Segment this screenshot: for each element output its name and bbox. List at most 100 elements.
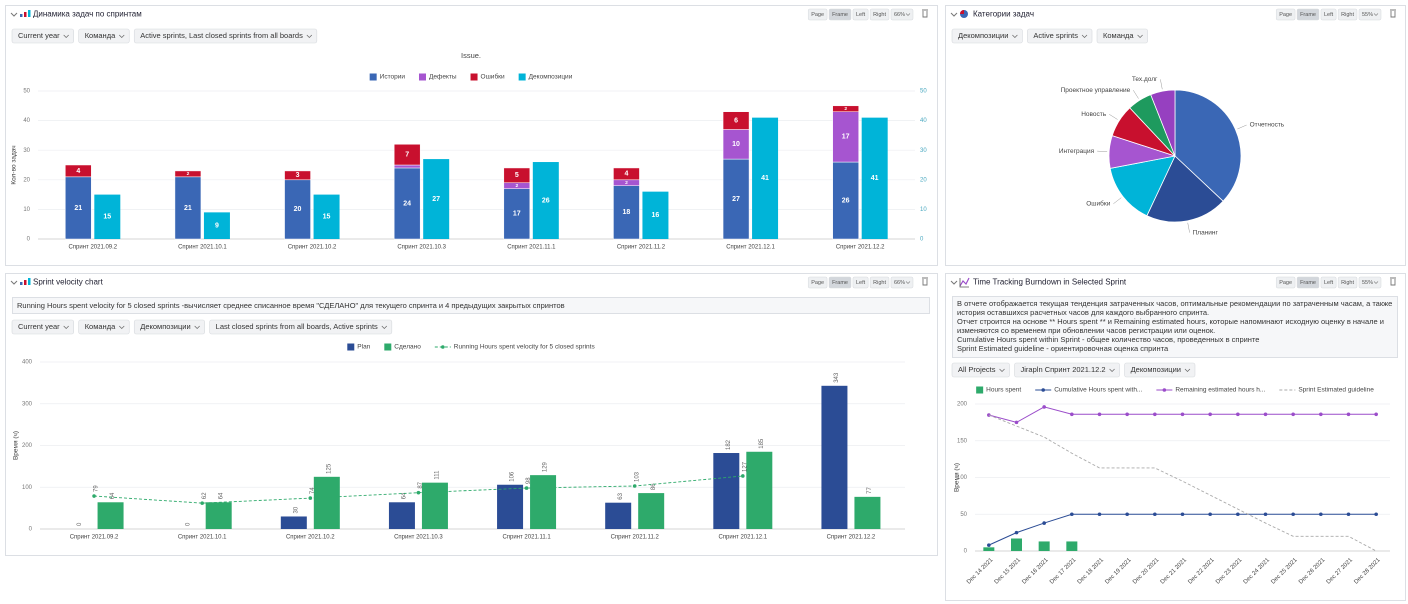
filter-dropdown[interactable]: All Projects xyxy=(958,365,996,374)
toolbar-button[interactable]: 55% xyxy=(1362,12,1373,18)
toolbar-button-bg[interactable] xyxy=(890,276,914,289)
toolbar-button-bg[interactable] xyxy=(869,8,890,21)
filter-dropdown-bg[interactable] xyxy=(951,28,1023,44)
collapse-chevron[interactable] xyxy=(950,280,958,285)
toolbar-button-bg[interactable] xyxy=(828,8,852,21)
filter-dropdown-bg[interactable] xyxy=(209,319,393,335)
data-label: 2 xyxy=(844,106,847,112)
toolbar-button[interactable]: Page xyxy=(811,280,824,286)
legend-label: Ошибки xyxy=(481,73,505,81)
pie-slice xyxy=(1146,155,1224,223)
toolbar-button[interactable]: Right xyxy=(1341,280,1354,286)
filter-dropdown-bg[interactable] xyxy=(78,28,130,44)
toolbar-button[interactable]: Left xyxy=(856,12,866,18)
bar xyxy=(503,188,531,240)
toolbar-button-bg[interactable] xyxy=(1275,8,1296,21)
filter-dropdown[interactable]: Команда xyxy=(85,31,116,40)
toolbar-button-bg[interactable] xyxy=(1296,8,1320,21)
toolbar-button[interactable]: 66% xyxy=(894,280,905,286)
toolbar-button[interactable]: 55% xyxy=(1362,280,1373,286)
toolbar-button-bg[interactable] xyxy=(869,276,890,289)
y-tick-label: 50 xyxy=(23,89,30,95)
data-label: 79 xyxy=(94,485,100,492)
toolbar-button[interactable]: Page xyxy=(811,12,824,18)
toolbar-button[interactable]: Frame xyxy=(832,280,848,286)
filter-dropdown-bg[interactable] xyxy=(133,319,205,335)
line-point xyxy=(1097,412,1102,417)
line-point xyxy=(741,474,745,478)
filter-dropdown[interactable]: Current year xyxy=(18,322,60,331)
filter-dropdown[interactable]: Jirapln Спринт 2021.12.2 xyxy=(1021,365,1106,374)
filter-dropdown[interactable]: Active sprints, Last closed sprints from… xyxy=(140,31,303,40)
toolbar-button-bg[interactable] xyxy=(890,8,914,21)
line-point xyxy=(1208,412,1212,417)
bar xyxy=(423,159,450,239)
toolbar-button-bg[interactable] xyxy=(1358,8,1382,21)
bar xyxy=(638,493,665,529)
panel xyxy=(5,5,938,266)
filter-dropdown[interactable]: Last closed sprints from all boards, Act… xyxy=(216,322,378,331)
toolbar-button-bg[interactable] xyxy=(1358,276,1382,289)
toolbar-button-bg[interactable] xyxy=(1275,276,1296,289)
toolbar-button[interactable]: Left xyxy=(1324,12,1334,18)
filter-dropdown-bg[interactable] xyxy=(78,319,130,335)
delete-icon[interactable] xyxy=(1390,9,1396,18)
toolbar-button-bg[interactable] xyxy=(1337,8,1358,21)
toolbar-button-bg[interactable] xyxy=(1296,276,1320,289)
filter-dropdown[interactable]: Команда xyxy=(85,322,116,331)
toolbar-button-bg[interactable] xyxy=(807,8,828,21)
toolbar-button-bg[interactable] xyxy=(852,8,869,21)
filter-dropdown-bg[interactable] xyxy=(1124,362,1196,378)
filter-dropdown-bg[interactable] xyxy=(11,28,74,44)
toolbar-button[interactable]: Right xyxy=(1341,12,1354,18)
filter-dropdown[interactable]: Current year xyxy=(18,31,60,40)
delete-icon[interactable] xyxy=(1390,277,1396,286)
collapse-chevron[interactable] xyxy=(950,12,958,17)
toolbar-button-bg[interactable] xyxy=(1320,276,1337,289)
toolbar-button[interactable]: Right xyxy=(873,12,886,18)
filter-dropdown-bg[interactable] xyxy=(133,28,318,44)
filter-dropdown[interactable]: Декомпозиции xyxy=(1131,365,1181,374)
filter-dropdown-bg[interactable] xyxy=(951,362,1010,378)
filter-dropdown[interactable]: Команда xyxy=(1103,31,1134,40)
data-label: 2 xyxy=(515,183,518,189)
filter-dropdown-bg[interactable] xyxy=(1014,362,1120,378)
bar xyxy=(174,170,202,178)
filter-dropdown-bg[interactable] xyxy=(11,319,74,335)
filter-dropdown-bg[interactable] xyxy=(1096,28,1148,44)
collapse-chevron[interactable] xyxy=(10,280,18,285)
collapse-chevron[interactable] xyxy=(10,12,18,17)
delete-icon[interactable] xyxy=(922,9,928,18)
x-tick-label: Спринт 2021.10.1 xyxy=(178,245,227,251)
bar xyxy=(1066,541,1078,551)
filter-dropdown[interactable]: Декомпозиции xyxy=(140,322,190,331)
toolbar-button[interactable]: Left xyxy=(1324,280,1334,286)
description-line: Отчет строится на основе ** Hours spent … xyxy=(957,317,1384,335)
toolbar-button[interactable]: Frame xyxy=(1300,280,1316,286)
filter-dropdown[interactable]: Active sprints xyxy=(1033,31,1078,40)
bar xyxy=(65,176,92,240)
toolbar-button[interactable]: 66% xyxy=(894,12,905,18)
toolbar-button-bg[interactable] xyxy=(1337,276,1358,289)
toolbar-button[interactable]: Page xyxy=(1279,280,1292,286)
filter-dropdown[interactable]: Декомпозиции xyxy=(958,31,1008,40)
filter-dropdown-bg[interactable] xyxy=(1027,28,1093,44)
toolbar-button[interactable]: Frame xyxy=(1300,12,1316,18)
x-tick-label: Спринт 2021.10.2 xyxy=(286,535,335,541)
toolbar-button-bg[interactable] xyxy=(807,276,828,289)
toolbar-button-bg[interactable] xyxy=(1320,8,1337,21)
toolbar-button-bg[interactable] xyxy=(852,276,869,289)
dropdown-arrow xyxy=(905,13,911,16)
toolbar-button[interactable]: Frame xyxy=(832,12,848,18)
toolbar-button[interactable]: Left xyxy=(856,280,866,286)
toolbar-button[interactable]: Right xyxy=(873,280,886,286)
data-label: 64 xyxy=(402,492,408,499)
line-point xyxy=(1042,405,1046,409)
delete-icon[interactable] xyxy=(922,277,928,286)
toolbar-button-bg[interactable] xyxy=(828,276,852,289)
line-point xyxy=(1236,412,1240,417)
line-point xyxy=(1346,412,1351,417)
line-point xyxy=(1374,412,1378,417)
toolbar-button[interactable]: Page xyxy=(1279,12,1292,18)
